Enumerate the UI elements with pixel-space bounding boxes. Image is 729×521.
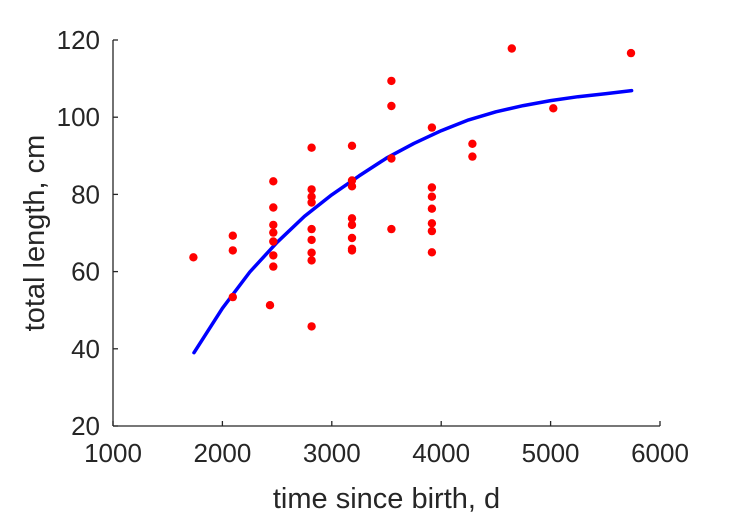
data-point: [387, 101, 396, 111]
data-point: [347, 176, 357, 185]
data-point: [427, 219, 437, 228]
plot-area: [189, 44, 636, 355]
data-point: [347, 182, 357, 191]
x-tick-label: 3000: [303, 438, 361, 468]
x-axis-ticks: 1000 2000 3000 4000 5000 6000: [84, 421, 689, 468]
data-point: [347, 220, 357, 230]
data-point: [427, 226, 437, 236]
data-point: [307, 248, 316, 257]
x-axis-title: time since birth, d: [273, 483, 500, 515]
data-point: [347, 141, 357, 150]
data-point: [387, 76, 396, 86]
x-tick-label: 4000: [412, 438, 470, 468]
data-point: [468, 139, 477, 148]
data-point: [507, 44, 516, 53]
data-point: [347, 214, 357, 223]
x-tick-label: 5000: [522, 438, 580, 468]
y-axis-title: total length, cm: [19, 135, 51, 332]
data-point: [228, 246, 237, 255]
y-tick-label: 100: [57, 102, 100, 132]
data-point: [269, 262, 278, 271]
data-point: [307, 235, 316, 245]
data-point: [307, 224, 316, 234]
data-point: [347, 246, 357, 255]
data-point: [427, 183, 437, 192]
data-point: [307, 143, 316, 152]
data-point: [269, 203, 278, 212]
data-point: [307, 192, 316, 201]
data-point: [307, 185, 316, 194]
data-point: [387, 154, 396, 163]
y-tick-label: 80: [71, 179, 100, 209]
data-point: [265, 301, 275, 310]
data-point: [189, 253, 198, 262]
data-point: [427, 192, 437, 201]
data-point: [228, 292, 237, 302]
data-point: [307, 322, 316, 331]
x-tick-label: 1000: [84, 438, 142, 468]
y-tick-label: 40: [71, 334, 100, 364]
data-point: [347, 233, 357, 243]
data-point: [307, 198, 316, 207]
data-point: [269, 177, 278, 186]
y-tick-label: 120: [57, 25, 100, 55]
x-tick-label: 6000: [631, 438, 689, 468]
axes: 1000 2000 3000 4000 5000 6000 20 40 60 80 100 120: [57, 25, 689, 468]
data-point: [387, 224, 396, 234]
data-point: [427, 204, 437, 213]
x-tick-label: 2000: [193, 438, 251, 468]
data-point: [427, 248, 437, 257]
data-point: [269, 251, 278, 260]
y-tick-label: 60: [71, 257, 100, 287]
data-point: [228, 231, 237, 240]
data-point: [626, 48, 636, 58]
data-point: [307, 256, 316, 265]
fit-curve: [192, 88, 634, 355]
data-point: [468, 152, 477, 161]
data-point: [269, 220, 278, 230]
data-point: [549, 104, 558, 113]
y-axis-ticks: 20 40 60 80 100 120: [57, 25, 118, 441]
data-point: [427, 123, 437, 132]
data-point: [269, 237, 278, 246]
y-tick-label: 20: [71, 411, 100, 441]
data-point: [269, 228, 278, 237]
